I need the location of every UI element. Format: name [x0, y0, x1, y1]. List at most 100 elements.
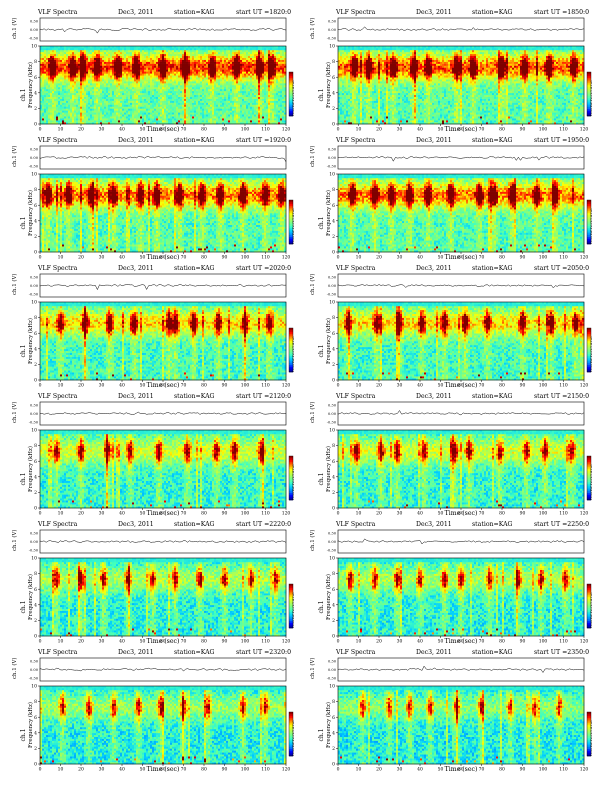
x-tick-label: 40	[417, 127, 423, 133]
amp-tick-label: 0.30	[30, 660, 39, 664]
x-tick-label: 80	[499, 127, 505, 133]
freq-axis-label: ch.1	[318, 473, 325, 486]
y-tick-label: 8	[332, 187, 335, 193]
y-tick-label: 4	[34, 730, 37, 736]
x-tick-label: 80	[201, 255, 207, 261]
y-tick-label: 6	[332, 331, 335, 337]
x-tick-label: 20	[78, 511, 84, 517]
panel-station: station=KAG	[472, 393, 513, 400]
x-tick-label: 0	[337, 127, 340, 133]
spectrum-panel: VLF Spectra Dec3, 2011 station=KAG start UT…	[310, 646, 592, 772]
x-tick-label: 110	[261, 511, 270, 517]
y-tick-label: 4	[332, 602, 335, 608]
colorbar-label: log(PSD)(V²/Hz)	[590, 80, 592, 116]
spectrum-panel: VLF Spectra Dec3, 2011 station=KAG start UT…	[310, 6, 592, 132]
x-tick-label: 10	[356, 383, 362, 389]
colorbar-label: log(PSD)(V²/Hz)	[590, 720, 592, 756]
panel-date: Dec3, 2011	[416, 393, 452, 400]
x-tick-label: 120	[580, 639, 589, 645]
x-axis-label: Time (sec)	[147, 382, 180, 388]
x-tick-label: 100	[241, 511, 250, 517]
x-tick-label: 70	[181, 127, 187, 133]
panel-date: Dec3, 2011	[416, 137, 452, 144]
panel-station: station=KAG	[174, 137, 215, 144]
amp-tick-label: 0.00	[30, 284, 39, 288]
x-tick-label: 70	[181, 383, 187, 389]
x-tick-label: 110	[261, 255, 270, 261]
spectrum-panel: VLF Spectra Dec3, 2011 station=KAG start UT…	[12, 518, 294, 644]
freq-axis-label: Frequency (kHz)	[27, 318, 34, 364]
x-tick-label: 90	[520, 767, 526, 773]
x-tick-label: 90	[222, 383, 228, 389]
panel-start-time: start UT =2320:0	[236, 649, 291, 656]
panel-start-time: start UT =2150:0	[534, 393, 589, 400]
spectrogram-cells	[338, 46, 584, 124]
x-tick-label: 100	[539, 383, 548, 389]
panel-date: Dec3, 2011	[118, 265, 154, 272]
x-tick-label: 100	[241, 255, 250, 261]
panel-station: station=KAG	[472, 649, 513, 656]
x-tick-label: 70	[479, 511, 485, 517]
spectrogram-cells	[40, 302, 286, 380]
freq-axis-label: Frequency (kHz)	[27, 574, 34, 620]
x-tick-label: 0	[39, 383, 42, 389]
x-tick-label: 90	[520, 511, 526, 517]
panel-title: VLF Spectra	[37, 521, 78, 528]
y-tick-label: 8	[34, 443, 37, 449]
spectrum-panel: VLF Spectra Dec3, 2011 station=KAG start UT…	[12, 134, 294, 260]
y-tick-label: 0	[34, 122, 37, 128]
y-tick-label: 4	[332, 346, 335, 352]
x-tick-label: 0	[337, 383, 340, 389]
amp-tick-label: 0.00	[30, 28, 39, 32]
x-tick-label: 70	[479, 639, 485, 645]
amp-tick-label: -0.30	[327, 293, 337, 297]
amp-axis-label: ch.1 (V)	[12, 658, 18, 679]
y-tick-label: 10	[329, 428, 335, 434]
y-tick-label: 10	[329, 300, 335, 306]
x-tick-label: 80	[499, 767, 505, 773]
x-tick-label: 70	[181, 255, 187, 261]
y-tick-label: 6	[332, 587, 335, 593]
y-tick-label: 2	[34, 746, 37, 752]
y-tick-label: 2	[34, 618, 37, 624]
y-tick-label: 0	[332, 250, 335, 256]
freq-axis-label: Frequency (kHz)	[325, 318, 332, 364]
x-tick-label: 120	[580, 383, 589, 389]
amp-tick-label: 0.00	[30, 156, 39, 160]
panel-start-time: start UT =2250:0	[534, 521, 589, 528]
x-tick-label: 30	[397, 639, 403, 645]
x-tick-label: 80	[499, 639, 505, 645]
freq-axis-label: Frequency (kHz)	[27, 62, 34, 108]
freq-axis-label: ch.1	[318, 729, 325, 742]
panel-title: VLF Spectra	[37, 649, 78, 656]
colorbar-label: log(PSD)(V²/Hz)	[590, 464, 592, 500]
x-tick-label: 120	[282, 255, 291, 261]
y-tick-label: 6	[332, 459, 335, 465]
y-tick-label: 4	[34, 474, 37, 480]
x-tick-label: 100	[241, 127, 250, 133]
y-tick-label: 10	[31, 428, 37, 434]
freq-axis-label: Frequency (kHz)	[325, 574, 332, 620]
freq-axis-label: Frequency (kHz)	[325, 62, 332, 108]
x-tick-label: 90	[222, 127, 228, 133]
panel-station: station=KAG	[472, 9, 513, 16]
x-tick-label: 30	[397, 767, 403, 773]
panel-title: VLF Spectra	[335, 393, 376, 400]
y-tick-label: 4	[332, 218, 335, 224]
panel-station: station=KAG	[174, 265, 215, 272]
y-tick-label: 0	[34, 634, 37, 640]
spectrogram-cells	[338, 430, 584, 508]
y-tick-label: 10	[31, 300, 37, 306]
y-tick-label: 2	[332, 106, 335, 112]
y-tick-label: 10	[329, 172, 335, 178]
x-tick-label: 10	[58, 255, 64, 261]
colorbar-label: log(PSD)(V²/Hz)	[292, 336, 294, 372]
x-tick-label: 40	[417, 767, 423, 773]
amp-tick-label: 0.30	[30, 404, 39, 408]
x-tick-label: 110	[261, 383, 270, 389]
x-tick-label: 40	[119, 767, 125, 773]
spectrogram-cells	[338, 686, 584, 764]
amp-tick-label: 0.30	[30, 276, 39, 280]
panel-start-time: start UT =1850:0	[534, 9, 589, 16]
x-tick-label: 80	[499, 511, 505, 517]
